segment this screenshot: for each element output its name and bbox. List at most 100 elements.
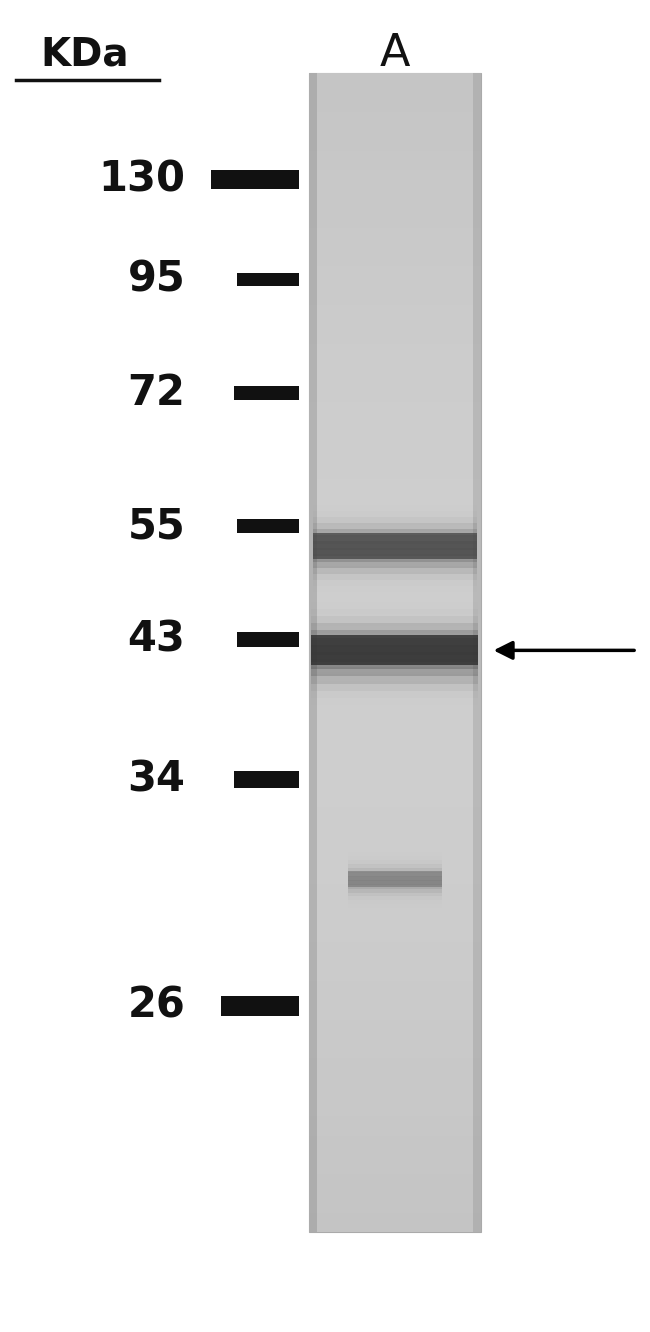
Bar <box>313 571 476 593</box>
Bar <box>313 505 476 525</box>
Bar <box>348 852 442 866</box>
Bar <box>311 602 478 626</box>
Bar <box>313 547 476 567</box>
Bar <box>309 866 481 884</box>
Bar <box>309 112 481 132</box>
Bar <box>311 609 478 633</box>
Bar <box>313 609 476 629</box>
Bar <box>313 597 476 617</box>
Bar <box>348 871 442 887</box>
Text: 72: 72 <box>127 372 185 414</box>
Bar <box>348 879 442 892</box>
Bar <box>348 891 442 904</box>
Bar <box>348 887 442 900</box>
Text: 26: 26 <box>127 984 185 1027</box>
Bar <box>309 286 481 305</box>
Bar <box>309 1212 481 1232</box>
Bar <box>309 132 481 151</box>
Bar <box>348 840 442 854</box>
Bar <box>309 769 481 787</box>
Bar <box>309 653 481 671</box>
Bar <box>311 674 478 698</box>
Bar <box>311 645 478 669</box>
Bar <box>309 382 481 402</box>
Bar <box>348 907 442 920</box>
Bar <box>309 634 481 653</box>
Bar <box>311 717 478 742</box>
Bar <box>311 710 478 734</box>
Bar <box>309 980 481 1000</box>
Bar <box>237 518 299 533</box>
Bar <box>313 517 476 537</box>
Bar <box>348 923 442 935</box>
Bar <box>309 248 481 266</box>
Bar <box>313 615 476 635</box>
Bar <box>309 691 481 711</box>
Bar <box>309 344 481 364</box>
Bar <box>309 923 481 943</box>
Bar <box>309 826 481 846</box>
Bar <box>221 996 299 1016</box>
Bar <box>313 585 476 605</box>
Text: 55: 55 <box>127 505 185 547</box>
Bar <box>309 305 481 325</box>
Bar <box>309 537 481 557</box>
Bar <box>313 529 476 550</box>
Bar <box>311 579 478 603</box>
Bar <box>309 884 481 903</box>
Bar <box>311 615 478 641</box>
Bar <box>313 498 476 519</box>
Bar <box>309 943 481 962</box>
Bar <box>309 189 481 209</box>
Bar <box>309 1175 481 1193</box>
Bar <box>309 903 481 923</box>
Bar <box>348 911 442 924</box>
Bar <box>309 518 481 537</box>
Bar <box>313 590 476 611</box>
Bar <box>313 486 476 506</box>
Bar <box>309 480 481 498</box>
Bar <box>311 594 478 618</box>
Bar <box>313 474 476 494</box>
Bar <box>348 856 442 870</box>
Bar <box>309 1058 481 1078</box>
Bar <box>311 565 478 590</box>
Bar <box>309 421 481 440</box>
Bar <box>311 638 478 662</box>
Bar <box>309 594 481 614</box>
Bar <box>348 832 442 846</box>
Bar <box>309 557 481 575</box>
Bar <box>309 73 481 1232</box>
Bar <box>313 602 476 623</box>
Bar <box>313 511 476 531</box>
Bar <box>309 614 481 634</box>
Bar <box>311 635 478 666</box>
Bar <box>309 1098 481 1116</box>
Bar <box>309 73 317 1232</box>
Bar <box>348 868 442 880</box>
Bar <box>311 630 478 654</box>
Bar <box>309 1000 481 1020</box>
Bar <box>309 498 481 518</box>
Bar <box>311 659 478 683</box>
Bar <box>309 209 481 228</box>
Bar <box>311 573 478 597</box>
Bar <box>309 846 481 866</box>
Bar <box>313 523 476 543</box>
Bar <box>473 73 481 1232</box>
Bar <box>309 671 481 691</box>
Bar <box>311 725 478 749</box>
Bar <box>234 385 299 400</box>
Text: 34: 34 <box>127 758 185 801</box>
Bar <box>348 864 442 876</box>
Bar <box>311 681 478 705</box>
Bar <box>309 789 481 807</box>
Text: 95: 95 <box>127 258 185 301</box>
Bar <box>309 266 481 285</box>
Text: 43: 43 <box>127 618 185 661</box>
Bar <box>313 468 476 489</box>
Bar <box>311 703 478 727</box>
Bar <box>309 93 481 112</box>
Bar <box>309 962 481 980</box>
Bar <box>237 273 299 286</box>
